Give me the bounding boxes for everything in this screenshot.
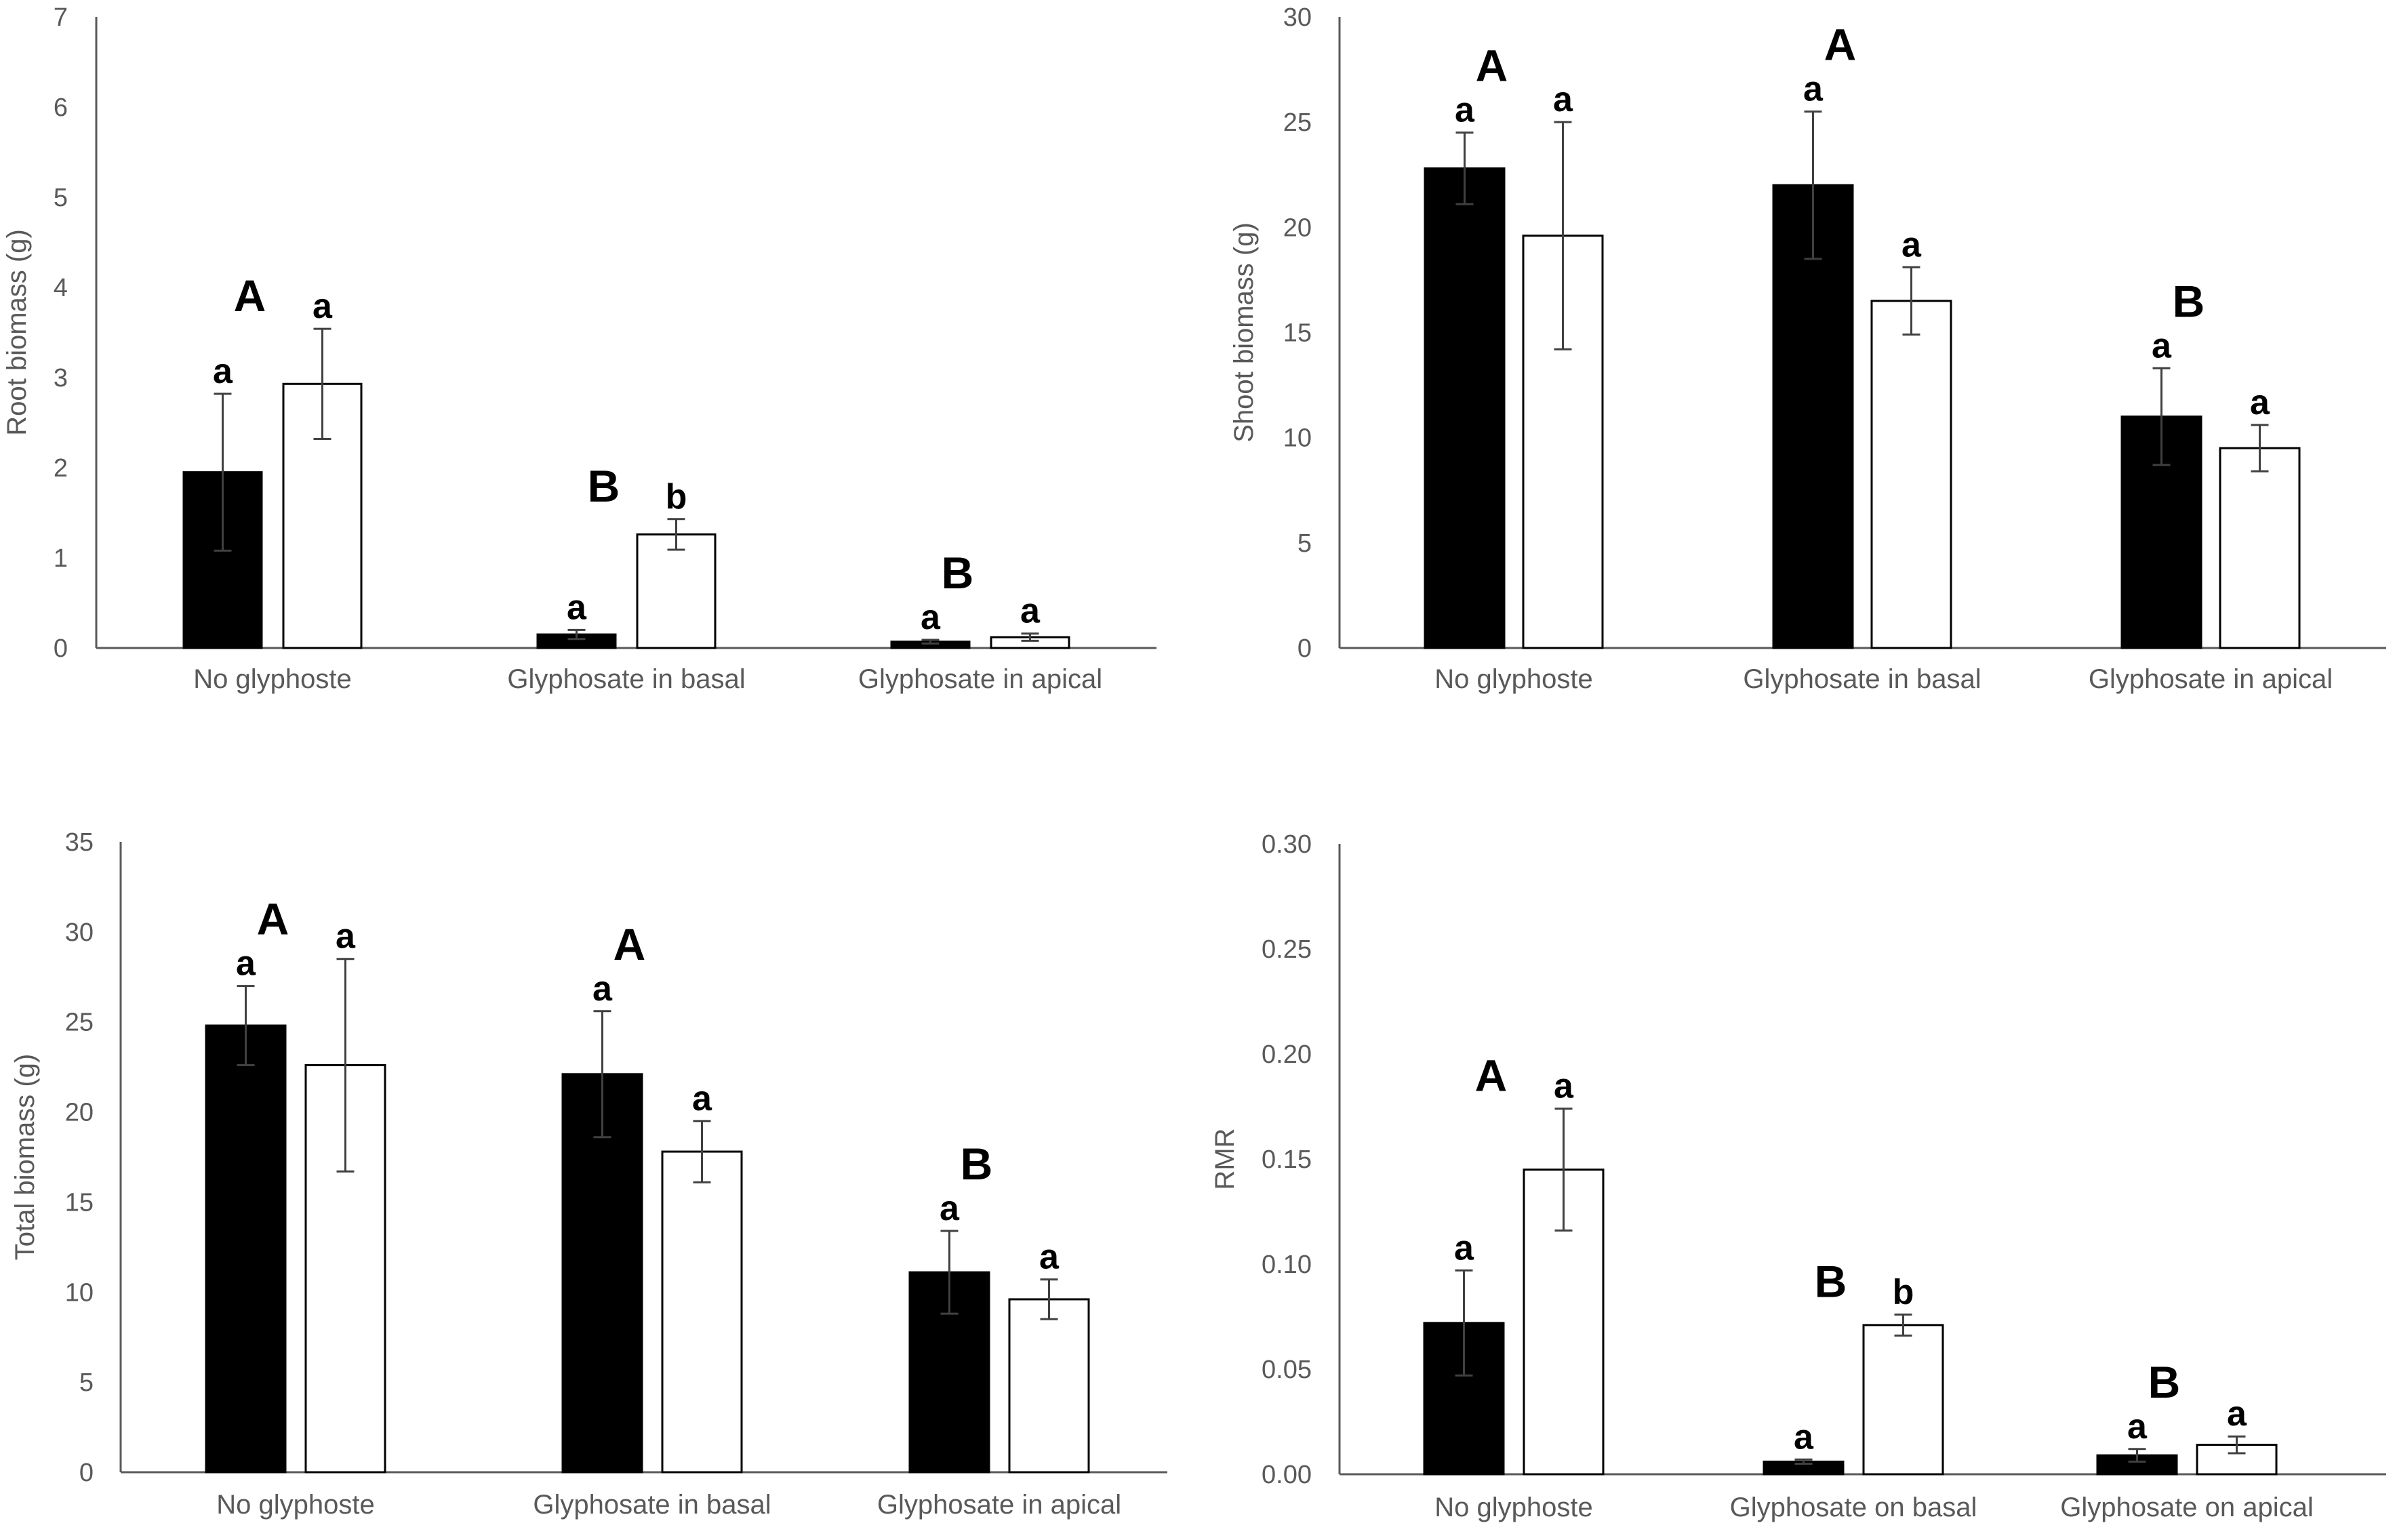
bar-filled bbox=[205, 1024, 287, 1474]
significance-letter: a bbox=[2250, 383, 2270, 422]
significance-letter: a bbox=[313, 287, 333, 326]
category-label: Glyphosate in apical bbox=[858, 664, 1102, 694]
significance-letter: a bbox=[1455, 91, 1475, 130]
y-tick-label: 10 bbox=[1283, 424, 1312, 453]
y-tick-label: 6 bbox=[54, 94, 68, 122]
y-axis-title: Shoot biomass (g) bbox=[1229, 222, 1259, 443]
bar-open bbox=[1870, 300, 1952, 649]
y-tick-label: 25 bbox=[1283, 108, 1312, 137]
significance-letter: a bbox=[1039, 1238, 1060, 1277]
significance-letter: a bbox=[921, 598, 941, 637]
y-tick-label: 4 bbox=[54, 274, 68, 302]
y-tick-label: 0 bbox=[54, 634, 68, 663]
y-tick-label: 20 bbox=[1283, 214, 1312, 242]
category-label: Glyphosate in basal bbox=[533, 1490, 771, 1520]
y-tick-label: 0.15 bbox=[1262, 1146, 1312, 1174]
y-tick-label: 7 bbox=[54, 3, 68, 32]
y-tick-label: 2 bbox=[54, 454, 68, 483]
y-tick-label: 3 bbox=[54, 364, 68, 392]
category-label: No glyphoste bbox=[216, 1490, 374, 1520]
category-label: Glyphosate in basal bbox=[1743, 664, 1981, 694]
significance-letter: a bbox=[1554, 1067, 1574, 1106]
group-letter: B bbox=[2173, 276, 2205, 326]
y-tick-label: 1 bbox=[54, 544, 68, 573]
group-letter: B bbox=[1815, 1256, 1847, 1306]
category-label: No glyphoste bbox=[1434, 664, 1592, 694]
y-tick-label: 20 bbox=[65, 1099, 94, 1127]
y-tick-label: 0 bbox=[79, 1459, 94, 1487]
significance-letter: a bbox=[1803, 70, 1824, 109]
y-tick-label: 30 bbox=[1283, 3, 1312, 32]
significance-letter: a bbox=[1553, 80, 1573, 119]
significance-letter: a bbox=[592, 969, 613, 1009]
group-letter: B bbox=[942, 548, 974, 598]
y-axis-title: RMR bbox=[1210, 1128, 1240, 1190]
y-tick-label: 0.10 bbox=[1262, 1251, 1312, 1279]
y-tick-label: 0.25 bbox=[1262, 935, 1312, 964]
bar-open bbox=[282, 382, 363, 649]
group-letter: B bbox=[961, 1139, 993, 1189]
bar-open bbox=[636, 533, 717, 649]
significance-letter: a bbox=[1901, 225, 1922, 264]
category-label: Glyphosate in apical bbox=[877, 1490, 1121, 1520]
bar-filled bbox=[561, 1073, 643, 1474]
y-tick-label: 5 bbox=[79, 1369, 94, 1397]
significance-letter: a bbox=[213, 352, 233, 391]
chart-total: 0 5 10 15 20 25 30 35 Total biomass (g) No glypho… bbox=[10, 828, 1167, 1520]
bar-filled bbox=[1424, 167, 1506, 649]
group-letter: A bbox=[257, 894, 289, 944]
significance-letter: a bbox=[336, 917, 356, 956]
significance-letter: a bbox=[1454, 1228, 1474, 1268]
y-tick-label: 10 bbox=[65, 1278, 94, 1307]
category-label: Glyphosate on basal bbox=[1730, 1493, 1977, 1522]
significance-letter: a bbox=[236, 944, 256, 984]
significance-letter: a bbox=[1020, 592, 1041, 631]
category-label: No glyphoste bbox=[193, 664, 351, 694]
y-axis-title: Root biomass (g) bbox=[2, 229, 32, 436]
group-letter: A bbox=[1476, 41, 1508, 91]
significance-letter: a bbox=[2152, 326, 2172, 365]
significance-letter: a bbox=[2127, 1407, 2148, 1446]
y-tick-label: 0.00 bbox=[1262, 1461, 1312, 1489]
y-tick-label: 15 bbox=[1283, 319, 1312, 348]
chart-root: 0 1 2 3 4 5 6 7 Root biomass (g) No glyphoste Glyp… bbox=[2, 3, 1156, 694]
category-label: Glyphosate on apical bbox=[2060, 1493, 2314, 1522]
significance-letter: a bbox=[567, 588, 587, 627]
significance-letter: a bbox=[692, 1079, 712, 1118]
group-letter: A bbox=[234, 270, 266, 321]
y-tick-label: 30 bbox=[65, 918, 94, 947]
bar-open bbox=[661, 1150, 743, 1474]
group-letter: A bbox=[613, 919, 646, 969]
y-tick-label: 15 bbox=[65, 1188, 94, 1217]
bar-open bbox=[2219, 447, 2301, 649]
group-letter: A bbox=[1475, 1051, 1508, 1101]
category-label: Glyphosate in basal bbox=[507, 664, 745, 694]
group-letter: A bbox=[1824, 20, 1857, 70]
y-tick-label: 0.20 bbox=[1262, 1040, 1312, 1069]
bar-filled bbox=[1423, 1322, 1505, 1476]
bar-open bbox=[1008, 1298, 1090, 1474]
y-tick-label: 0.05 bbox=[1262, 1356, 1312, 1384]
category-label: Glyphosate in apical bbox=[2089, 664, 2333, 694]
significance-letter: b bbox=[666, 477, 687, 516]
chart-rmr: 0.00 0.05 0.10 0.15 0.20 0.25 0.30 RMR No glypho… bbox=[1210, 830, 2386, 1522]
group-letter: B bbox=[2148, 1357, 2181, 1407]
chart-shoot: 0 5 10 15 20 25 30 Shoot biomass (g) No glyphost… bbox=[1229, 3, 2386, 694]
y-tick-label: 5 bbox=[1297, 529, 1312, 558]
significance-letter: a bbox=[1794, 1417, 1814, 1457]
y-tick-label: 0.30 bbox=[1262, 830, 1312, 859]
significance-letter: b bbox=[1893, 1272, 1914, 1312]
y-tick-label: 35 bbox=[65, 828, 94, 857]
significance-letter: a bbox=[2227, 1394, 2247, 1434]
category-label: No glyphoste bbox=[1434, 1493, 1592, 1522]
significance-letter: a bbox=[940, 1189, 960, 1228]
y-tick-label: 5 bbox=[54, 184, 68, 212]
y-tick-label: 25 bbox=[65, 1009, 94, 1037]
y-tick-label: 0 bbox=[1297, 634, 1312, 663]
bar-filled bbox=[1772, 184, 1854, 649]
y-axis-title: Total biomass (g) bbox=[10, 1054, 40, 1261]
bar-open bbox=[1862, 1324, 1944, 1476]
group-letter: B bbox=[588, 461, 620, 511]
